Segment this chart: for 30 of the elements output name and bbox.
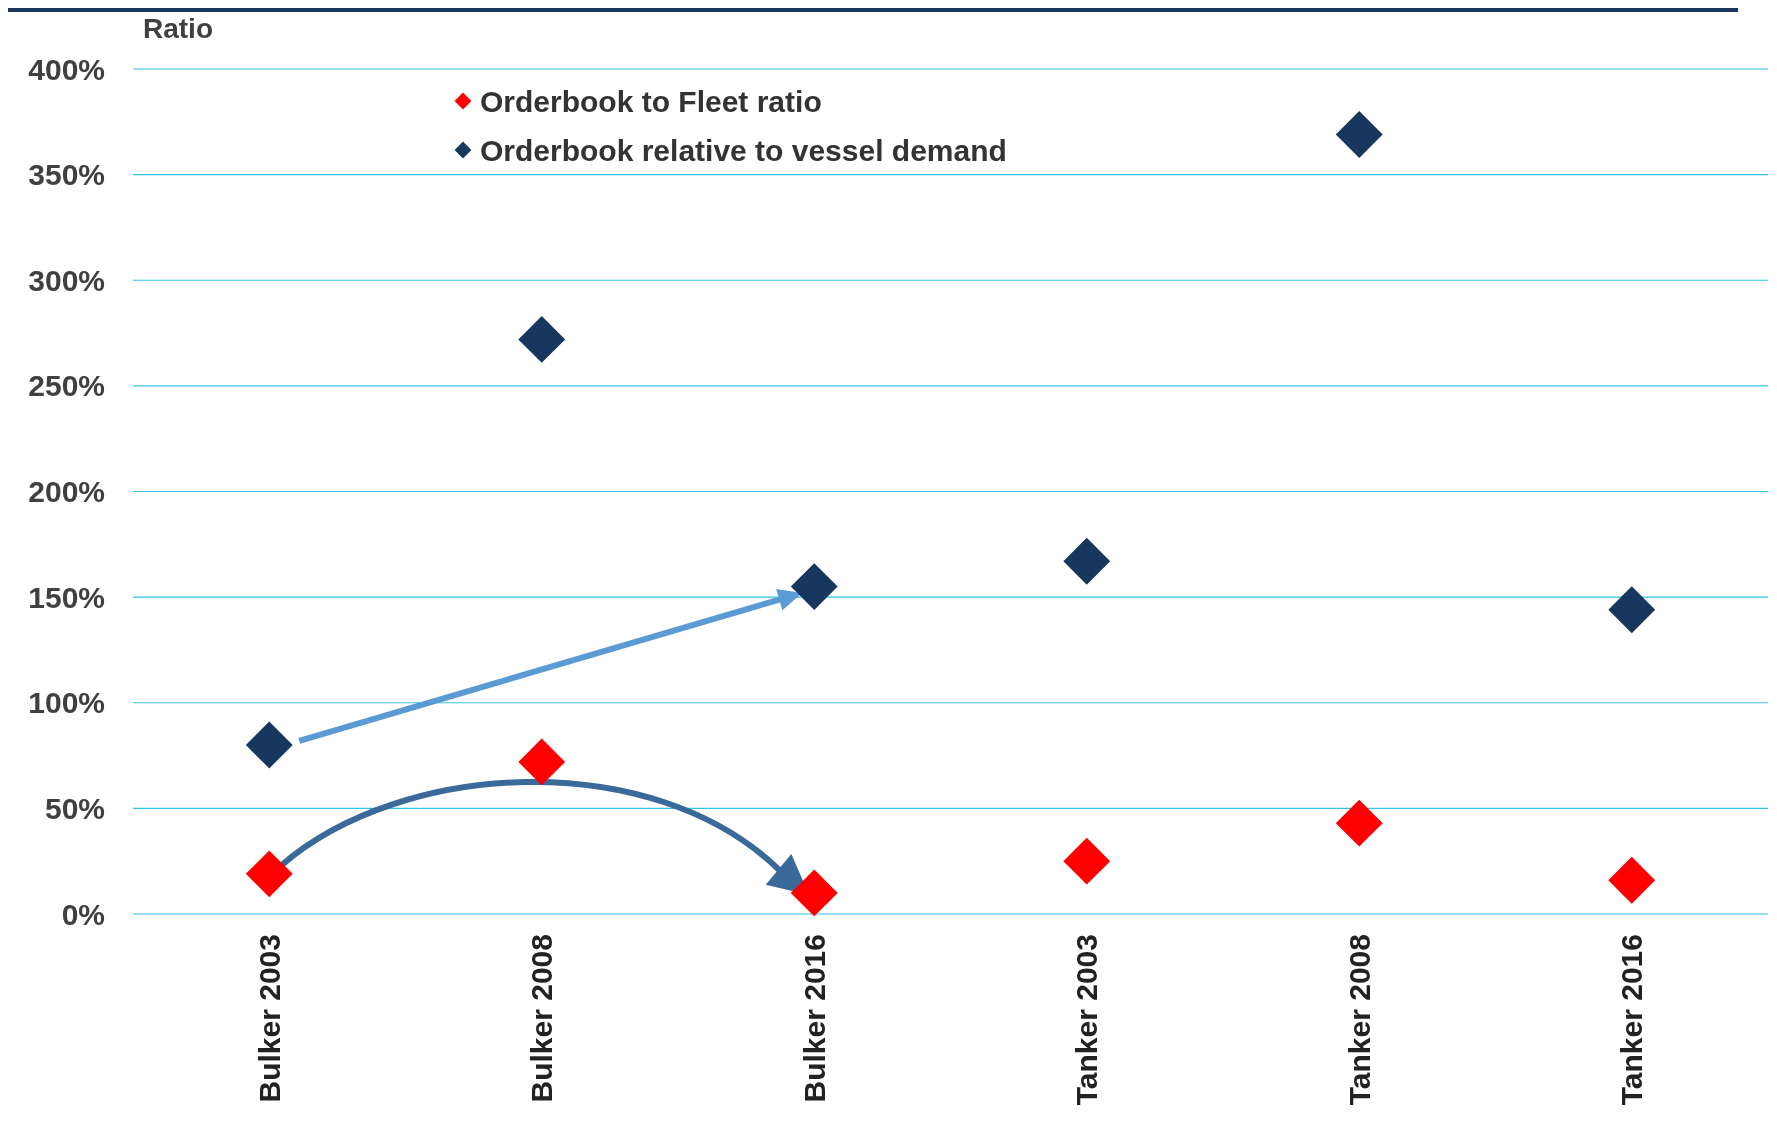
point [1335,111,1383,158]
point [1063,537,1111,585]
legend-label: Orderbook to Fleet ratio [480,84,822,118]
y-tick-label: 300% [28,263,105,297]
point [1335,799,1383,847]
point [1608,586,1656,634]
x-tick-label: Bulker 2008 [525,934,559,1103]
y-tick-label: 400% [28,52,105,86]
y-tick-label: 100% [28,686,105,720]
point [518,738,566,786]
point [790,563,838,610]
y-tick-label: 200% [28,475,105,508]
y-tick-label: 50% [44,791,105,825]
x-tick-label: Tanker 2016 [1615,934,1649,1106]
legend-label: Orderbook relative to vessel demand [480,133,1007,167]
x-tick-label: Tanker 2003 [1070,934,1104,1106]
point [518,315,566,363]
y-tick-label: 150% [28,580,105,614]
point [790,869,838,917]
x-tick-label: Tanker 2008 [1342,934,1376,1106]
point [245,721,293,769]
point [1608,856,1656,904]
y-tick-label: 350% [28,158,105,192]
y-tick-label: 0% [61,897,105,931]
point [245,850,293,898]
y-axis-title: Ratio [143,13,213,44]
x-tick-label: Bulker 2003 [252,934,286,1103]
x-tick-label: Bulker 2016 [797,934,831,1103]
y-tick-label: 250% [28,369,105,403]
point [1063,837,1111,885]
